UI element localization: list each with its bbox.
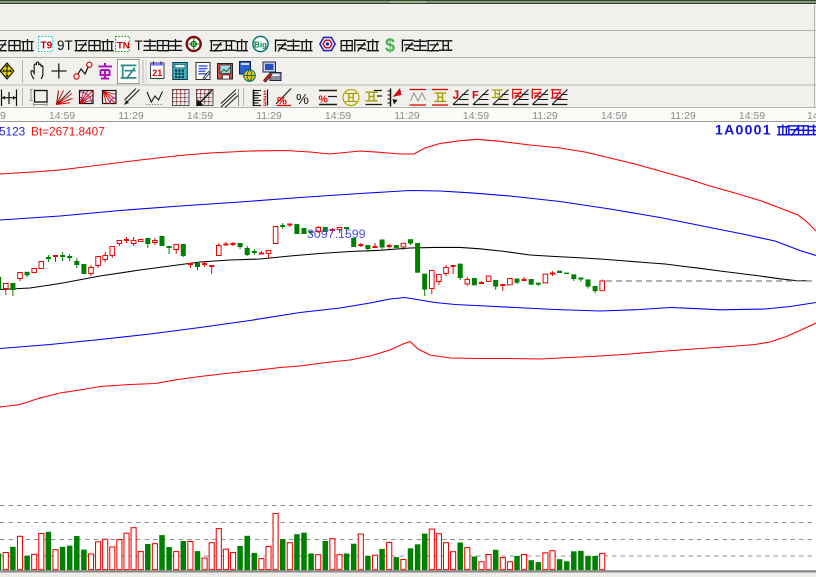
svg-text:14:59: 14:59	[601, 110, 627, 122]
svg-text:Big: Big	[254, 41, 267, 50]
svg-text:3097.1599: 3097.1599	[307, 227, 366, 241]
svg-text:Bt=2671.8407: Bt=2671.8407	[31, 125, 105, 139]
svg-text:%: %	[296, 92, 309, 108]
svg-text:21: 21	[152, 68, 162, 78]
svg-text:2: 2	[263, 96, 267, 103]
svg-text:9T: 9T	[57, 38, 73, 53]
svg-text:14:59: 14:59	[325, 110, 351, 122]
svg-text:14:59: 14:59	[463, 110, 489, 122]
svg-text:J: J	[453, 88, 460, 102]
svg-text:14:5: 14:5	[807, 110, 816, 122]
svg-text:F: F	[472, 90, 479, 102]
svg-text:$: $	[385, 36, 395, 56]
svg-text:11:29: 11:29	[532, 110, 558, 122]
svg-text:11:29: 11:29	[118, 110, 144, 122]
svg-text:5123: 5123	[0, 125, 26, 139]
svg-text:T: T	[135, 38, 143, 53]
svg-text:%: %	[319, 94, 329, 106]
svg-text:14:59: 14:59	[187, 110, 213, 122]
svg-text:11:29: 11:29	[394, 110, 420, 122]
svg-text:11:29: 11:29	[256, 110, 282, 122]
svg-text:T9: T9	[41, 41, 53, 52]
svg-text:14:59: 14:59	[49, 110, 75, 122]
svg-text:9: 9	[0, 110, 6, 122]
svg-text:14:59: 14:59	[739, 110, 765, 122]
svg-text:1A0001: 1A0001	[715, 122, 772, 138]
svg-text:1: 1	[263, 90, 267, 97]
svg-text:TN: TN	[117, 41, 130, 52]
svg-text:%: %	[277, 96, 287, 108]
svg-text:3: 3	[263, 101, 267, 108]
svg-text:11:29: 11:29	[670, 110, 696, 122]
